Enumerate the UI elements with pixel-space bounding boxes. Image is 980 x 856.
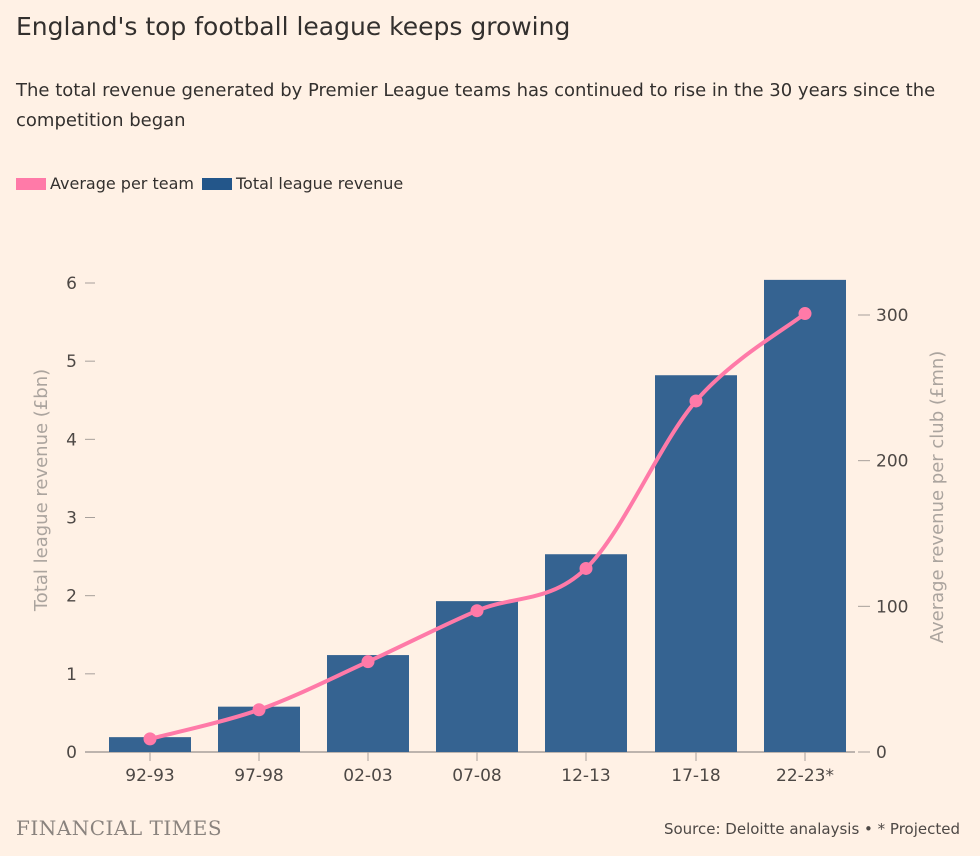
average-point-17-18 — [689, 394, 703, 408]
x-tick-label: 97-98 — [234, 766, 283, 786]
left-tick-label: 3 — [66, 509, 77, 529]
x-tick-label: 17-18 — [671, 766, 720, 786]
right-tick-label: 0 — [876, 743, 887, 763]
right-axis-label: Average revenue per club (£mn) — [927, 351, 948, 644]
x-tick-label: 12-13 — [561, 766, 610, 786]
bar-22-23* — [764, 279, 846, 752]
legend: Average per team Total league revenue — [16, 174, 411, 193]
legend-swatch-line — [16, 177, 46, 190]
right-tick-label: 100 — [876, 597, 908, 617]
ft-logo: FINANCIAL TIMES — [16, 816, 223, 840]
chart-title: England's top football league keeps grow… — [16, 12, 571, 41]
average-point-22-23* — [798, 307, 812, 321]
left-tick-label: 6 — [66, 274, 77, 294]
bar-12-13 — [545, 554, 627, 752]
left-tick-label: 4 — [66, 430, 77, 450]
left-tick-label: 5 — [66, 352, 77, 372]
legend-label: Average per team — [50, 174, 194, 193]
x-tick-label: 07-08 — [452, 766, 501, 786]
source-note: Source: Deloitte analaysis • * Projected — [663, 820, 960, 838]
bar-17-18 — [655, 375, 737, 752]
legend-item-average: Average per team — [16, 174, 194, 193]
x-tick-label: 02-03 — [343, 766, 392, 786]
x-tick-label: 22-23* — [776, 766, 834, 786]
left-tick-label: 2 — [66, 587, 77, 607]
left-axis-label: Total league revenue (£bn) — [31, 369, 52, 612]
average-point-07-08 — [470, 604, 484, 618]
average-point-02-03 — [361, 655, 375, 669]
right-tick-label: 300 — [876, 306, 908, 326]
bar-02-03 — [327, 655, 409, 752]
x-tick-label: 92-93 — [125, 766, 174, 786]
legend-swatch-bar — [201, 177, 232, 190]
average-point-97-98 — [252, 703, 266, 717]
legend-item-total: Total league revenue — [201, 174, 404, 193]
average-point-12-13 — [579, 561, 593, 575]
right-tick-label: 200 — [876, 452, 908, 472]
average-point-92-93 — [143, 732, 157, 746]
chart-subtitle: The total revenue generated by Premier L… — [16, 80, 936, 131]
bar-07-08 — [436, 601, 518, 752]
legend-label: Total league revenue — [235, 174, 404, 193]
left-tick-label: 0 — [66, 743, 77, 763]
left-tick-label: 1 — [66, 665, 77, 685]
